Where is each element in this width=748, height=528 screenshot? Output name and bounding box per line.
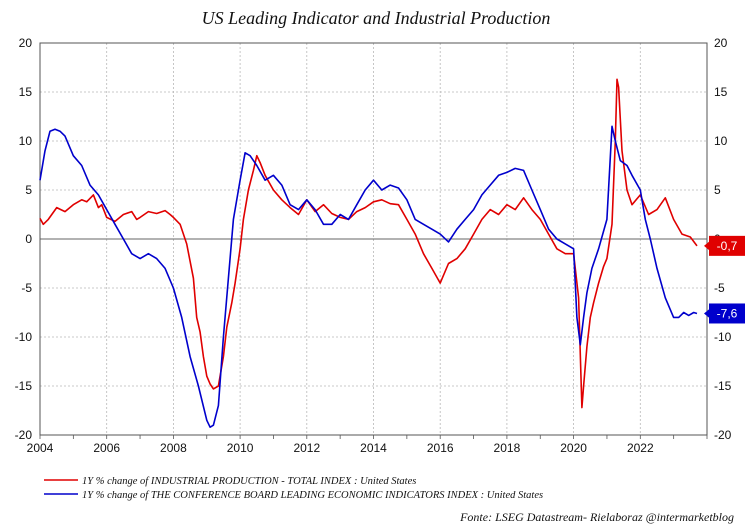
legend: 1Y % change of INDUSTRIAL PRODUCTION - T… <box>44 476 543 501</box>
y-tick-label-right: 15 <box>714 85 728 99</box>
y-tick-label-left: 0 <box>25 232 32 246</box>
y-tick-label-right: -10 <box>714 330 732 344</box>
y-tick-label-left: 20 <box>19 36 33 50</box>
x-tick-label: 2020 <box>560 441 587 455</box>
x-tick-label: 2018 <box>494 441 521 455</box>
badge-pointer <box>704 240 710 251</box>
badge-pointer <box>704 308 710 319</box>
source-note: Fonte: LSEG Datastream- Rielaboraz @inte… <box>459 510 734 524</box>
y-tick-label-right: -5 <box>714 281 725 295</box>
x-tick-label: 2014 <box>360 441 387 455</box>
last-value-badge-leading-indicators <box>709 303 745 324</box>
gridlines <box>40 42 707 436</box>
x-tick-label: 2016 <box>427 441 454 455</box>
y-tick-label-right: -15 <box>714 379 732 393</box>
last-value-label-industrial-production: -0,7 <box>717 239 738 253</box>
y-tick-label-right: 10 <box>714 134 728 148</box>
y-tick-label-right: -20 <box>714 428 732 442</box>
axes: -20-20-15-15-10-10-5-5005510101515202020… <box>15 36 732 455</box>
y-tick-label-right: 20 <box>714 36 728 50</box>
last-value-badge-industrial-production <box>709 235 745 256</box>
plot-frame <box>39 42 708 436</box>
series-lines <box>39 78 698 429</box>
y-tick-label-left: 5 <box>25 183 32 197</box>
y-tick-label-left: -10 <box>15 330 33 344</box>
chart-title: US Leading Indicator and Industrial Prod… <box>202 8 551 28</box>
x-tick-label: 2022 <box>627 441 654 455</box>
last-value-label-leading-indicators: -7,6 <box>717 306 738 320</box>
last-value-badges: -0,7 -7,6 <box>704 235 745 324</box>
x-tick-label: 2008 <box>160 441 187 455</box>
series-line-industrial-production <box>39 78 698 409</box>
y-tick-label-left: -5 <box>21 281 32 295</box>
y-tick-label-left: -20 <box>15 428 33 442</box>
y-tick-label-left: 15 <box>19 85 33 99</box>
y-tick-label-left: -15 <box>15 379 33 393</box>
legend-label-leading-indicators: 1Y % change of THE CONFERENCE BOARD LEAD… <box>82 490 543 501</box>
x-tick-label: 2012 <box>293 441 320 455</box>
y-tick-label-right: 5 <box>714 183 721 197</box>
series-line-leading-indicators <box>39 125 698 429</box>
x-tick-label: 2010 <box>227 441 254 455</box>
legend-label-industrial-production: 1Y % change of INDUSTRIAL PRODUCTION - T… <box>82 476 416 487</box>
x-tick-label: 2004 <box>27 441 54 455</box>
y-tick-label-left: 10 <box>19 134 33 148</box>
x-tick-label: 2006 <box>93 441 120 455</box>
